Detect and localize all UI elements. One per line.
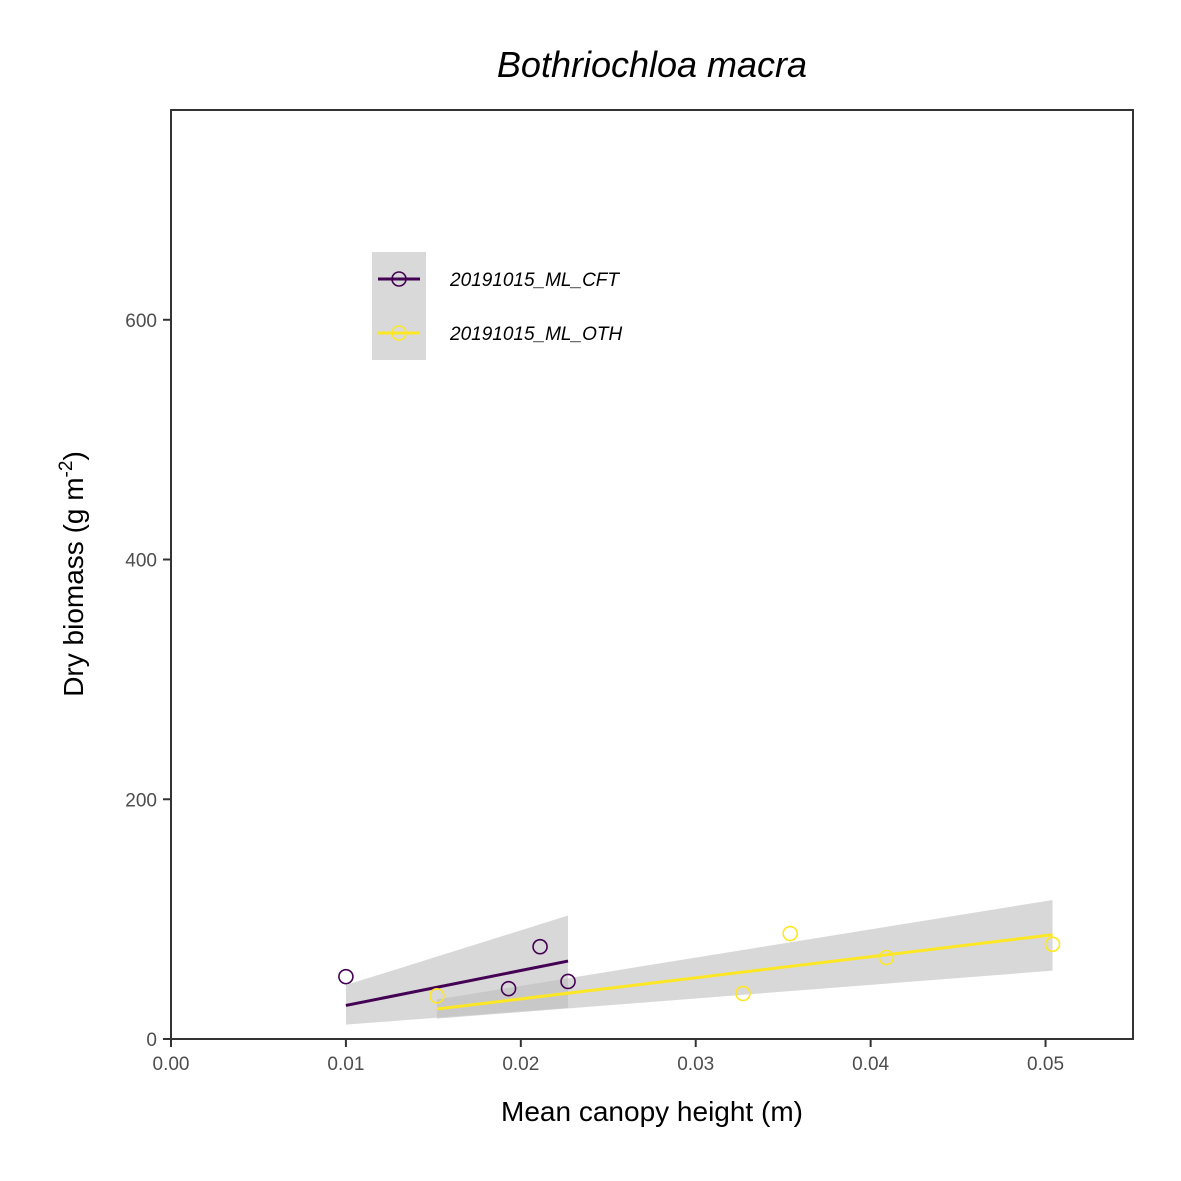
y-tick-label: 400 (125, 551, 157, 572)
y-tick-label: 600 (125, 311, 157, 332)
x-tick-label: 0.05 (1027, 1054, 1064, 1075)
legend-label: 20191015_ML_OTH (449, 324, 622, 345)
data-point-2 (878, 949, 895, 966)
chart-title: Bothriochloa macra (497, 44, 807, 85)
y-axis-title-main: Dry biomass (g m (58, 477, 89, 696)
data-point-2 (1044, 936, 1061, 953)
data-point-1 (532, 938, 548, 955)
x-tick-label: 0.03 (677, 1054, 714, 1075)
x-tick-label: 0.04 (852, 1054, 889, 1075)
x-tick-label: 0.00 (153, 1054, 190, 1075)
fit-lines (345, 933, 1053, 1011)
x-axis-title: Mean canopy height (m) (501, 1096, 803, 1127)
x-axis: 0.00 0.01 0.02 0.03 0.04 0.05 (153, 1039, 1064, 1075)
x-tick-label: 0.02 (502, 1054, 539, 1075)
fit-line-2 (436, 933, 1053, 1011)
data-point-2 (429, 988, 445, 1004)
plot-panel-border (170, 109, 1134, 1040)
data-point-2 (782, 925, 798, 942)
legend-key-marker (391, 325, 407, 341)
y-axis: 0 200 400 600 (125, 311, 171, 1051)
y-tick-label: 0 (146, 1030, 157, 1051)
legend: 20191015_ML_CFT 20191015_ML_OTH (372, 252, 622, 360)
data-point-2 (735, 985, 751, 1002)
y-axis-title-close: ) (58, 451, 89, 460)
y-axis-title: Dry biomass (g m-2) (56, 451, 89, 697)
data-point-1 (338, 968, 354, 985)
data-points (338, 925, 1061, 1004)
y-tick-label: 200 (125, 790, 157, 811)
data-point-1 (500, 980, 517, 997)
legend-key-background (372, 252, 426, 360)
data-point-1 (560, 973, 576, 990)
legend-key-marker (391, 271, 407, 287)
legend-label: 20191015_ML_CFT (449, 270, 620, 291)
fit-line-1 (345, 959, 569, 1007)
y-axis-title-superscript: -2 (56, 461, 77, 478)
x-tick-label: 0.01 (327, 1054, 364, 1075)
